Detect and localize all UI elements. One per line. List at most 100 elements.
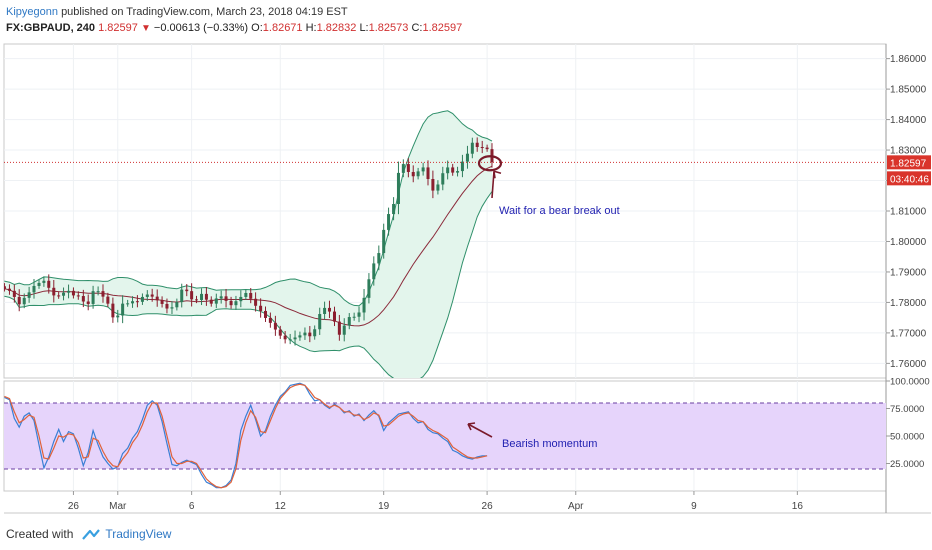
candle-body	[303, 332, 307, 336]
candle-body	[288, 339, 292, 341]
x-tick-label: 12	[275, 501, 287, 512]
candle-body	[327, 307, 331, 312]
candle-body	[234, 301, 238, 306]
x-tick-label: 26	[68, 501, 80, 512]
candle-body	[96, 291, 100, 293]
candle-body	[224, 296, 228, 301]
countdown-label: 03:40:46	[890, 174, 929, 185]
candle-body	[254, 298, 258, 306]
candle-body	[106, 296, 110, 304]
candle-body	[32, 285, 36, 293]
change-value: −0.00613 (−0.33%)	[153, 22, 249, 34]
y-tick-label: 1.81000	[890, 207, 927, 218]
candle-body	[249, 292, 253, 299]
countdown-tag	[887, 171, 931, 186]
high-value: 1.82832	[316, 22, 357, 34]
y-tick-label: 1.83000	[890, 146, 927, 157]
x-tick-label: 26	[482, 501, 494, 512]
candle-body	[313, 329, 317, 337]
candle-body	[175, 302, 179, 308]
candle-body	[460, 161, 464, 172]
candle-body	[323, 307, 327, 315]
candle-body	[451, 167, 455, 173]
candle-body	[298, 335, 302, 338]
y-tick-label: 1.78000	[890, 298, 927, 309]
candle-body	[67, 290, 71, 293]
candle-body	[372, 263, 376, 280]
candle-body	[362, 297, 366, 313]
candle-body	[475, 142, 479, 148]
highlight-ellipse	[477, 155, 503, 172]
momentum-arrow-line	[467, 423, 493, 438]
tradingview-brand[interactable]: TradingView	[105, 527, 172, 541]
publish-line: Kipyegonn published on TradingView.com, …	[6, 5, 462, 21]
candle-body	[244, 292, 248, 297]
candle-body	[480, 147, 484, 149]
y-tick-label: 1.84000	[890, 115, 927, 126]
candle-body	[52, 287, 56, 296]
high-label: H:	[305, 22, 317, 34]
candle-body	[318, 314, 322, 330]
candle-body	[377, 253, 381, 264]
candle-body	[86, 301, 90, 304]
x-tick-label: 19	[378, 501, 390, 512]
candle-body	[426, 167, 430, 180]
candle-body	[392, 203, 396, 215]
y-tick-label: 1.79000	[890, 267, 927, 278]
candle-body	[441, 173, 445, 185]
x-tick-label: 9	[691, 501, 697, 512]
candle-body	[436, 184, 440, 191]
candle-body	[190, 291, 194, 300]
candle-body	[121, 303, 125, 316]
annotation-arrow-line	[491, 171, 495, 199]
candle-body	[416, 171, 420, 177]
current-price-tag	[887, 155, 931, 170]
annotation-text: Wait for a bear break out	[499, 205, 620, 217]
candle-body	[406, 164, 410, 172]
candle-body	[71, 290, 75, 296]
candle-body	[145, 294, 149, 297]
candle-body	[81, 296, 85, 302]
candle-body	[185, 289, 189, 292]
author-link[interactable]: Kipyegonn	[6, 6, 58, 18]
y-tick-label: 1.80000	[890, 237, 927, 248]
candle-body	[456, 171, 460, 173]
x-tick-label: 16	[792, 501, 804, 512]
candle-body	[332, 311, 336, 322]
candle-body	[219, 296, 223, 299]
low-value: 1.82573	[368, 22, 409, 34]
candle-body	[367, 279, 371, 298]
candle-body	[411, 171, 415, 177]
candle-body	[401, 164, 405, 173]
footer: Created with TradingView	[6, 527, 171, 541]
low-label: L:	[359, 22, 369, 34]
candle-body	[347, 317, 351, 326]
candle-body	[91, 291, 95, 304]
candle-body	[62, 292, 66, 296]
oscillator-tick-label: 50.0000	[890, 432, 924, 443]
candle-body	[283, 335, 287, 340]
candle-body	[27, 292, 31, 298]
candle-body	[293, 337, 297, 340]
stochastic-line-d	[4, 383, 488, 489]
candle-body	[209, 299, 213, 304]
candle-body	[42, 280, 46, 283]
candle-body	[12, 290, 16, 297]
candle-body	[22, 297, 26, 305]
stochastic-lines	[4, 382, 488, 489]
candle-body	[126, 303, 130, 305]
candle-body	[7, 288, 11, 291]
candle-body	[37, 282, 41, 286]
y-tick-label: 1.85000	[890, 85, 927, 96]
bollinger-basis-line	[4, 165, 493, 327]
candle-body	[101, 291, 105, 297]
candle-body	[446, 167, 450, 174]
candles-group	[4, 110, 494, 378]
candle-body	[47, 280, 51, 288]
candle-body	[470, 142, 474, 154]
annotation-arrow-head	[493, 170, 502, 179]
candle-body	[4, 286, 6, 289]
candle-body	[431, 179, 435, 191]
close-label: C:	[411, 22, 423, 34]
